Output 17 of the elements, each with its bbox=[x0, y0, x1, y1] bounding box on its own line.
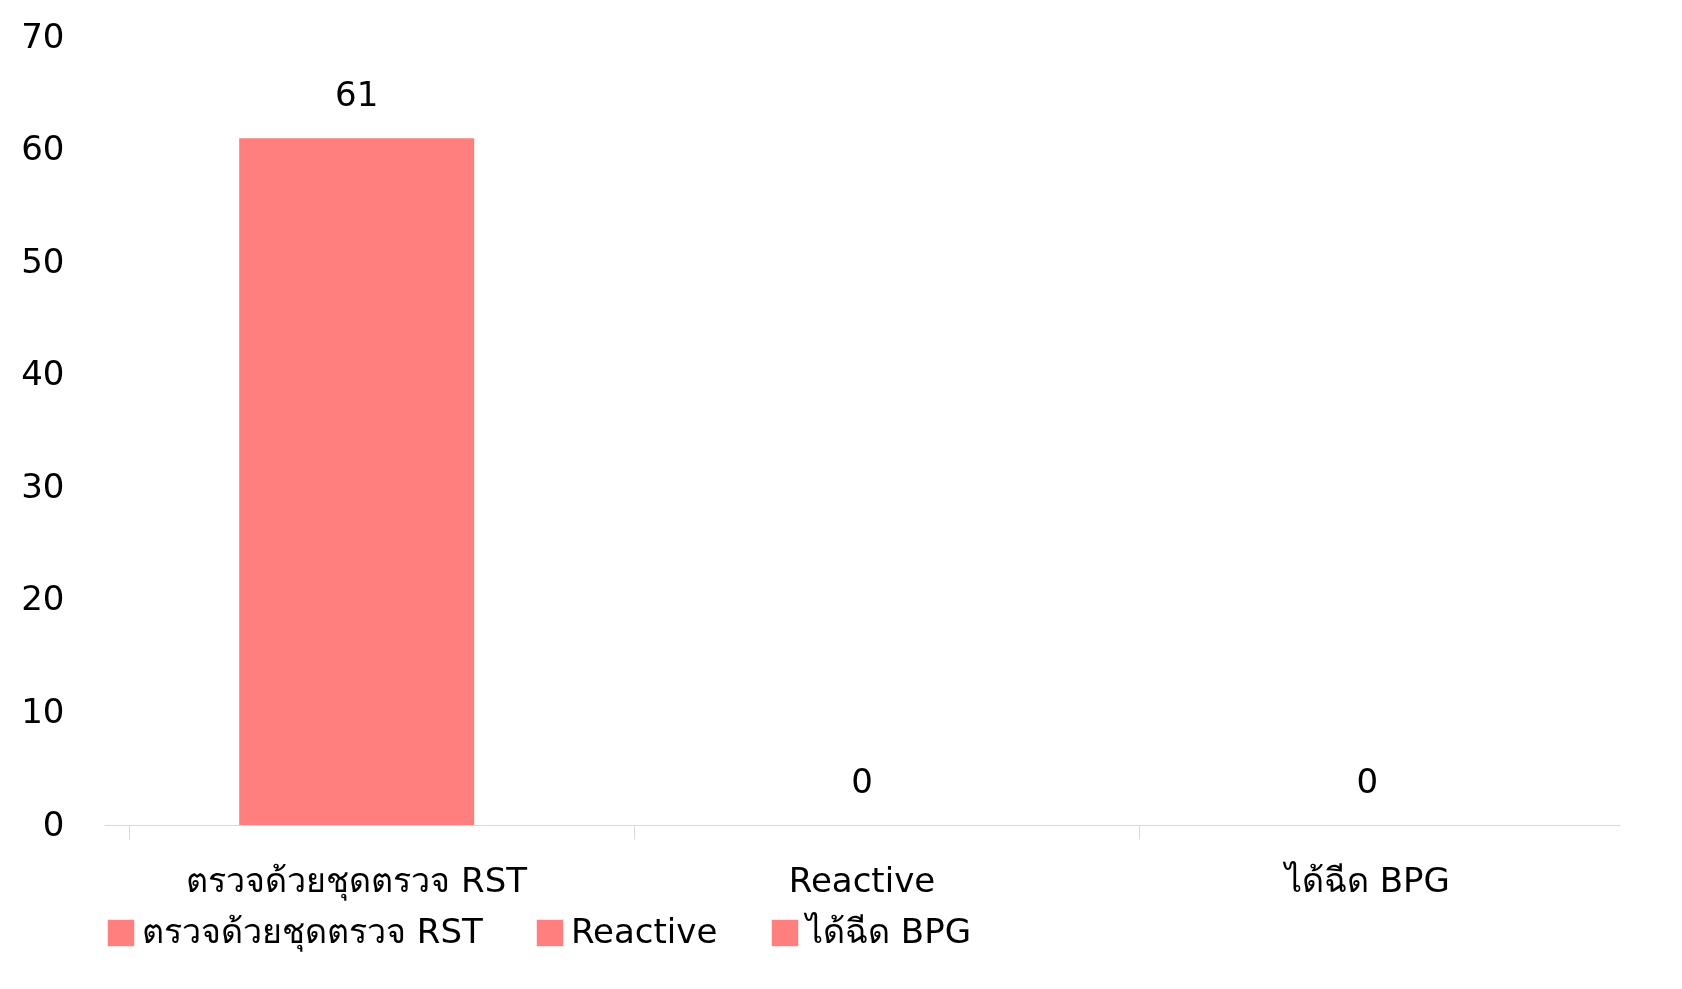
y-tick-label: 30 bbox=[21, 465, 65, 506]
y-tick-label: 10 bbox=[21, 690, 65, 731]
legend-label: ตรวจด้วยชุดตรวจ RST bbox=[142, 911, 484, 952]
y-tick-label: 60 bbox=[21, 128, 65, 169]
legend-label: Reactive bbox=[571, 911, 718, 951]
legend-label: ได้ฉีด BPG bbox=[803, 911, 971, 951]
x-tick-label: ตรวจด้วยชุดตรวจ RST bbox=[186, 859, 528, 901]
y-tick-label: 20 bbox=[21, 578, 65, 619]
data-label: 0 bbox=[1356, 761, 1379, 801]
data-label: 61 bbox=[335, 74, 379, 115]
x-tick-label: Reactive bbox=[788, 859, 936, 900]
y-tick-label: 0 bbox=[42, 803, 65, 844]
y-tick-label: 50 bbox=[21, 240, 65, 281]
y-tick-label: 40 bbox=[21, 353, 65, 394]
data-label: 0 bbox=[851, 761, 873, 801]
x-tick-label: ได้ฉีด BPG bbox=[1281, 859, 1450, 900]
y-tick-label: 70 bbox=[21, 15, 65, 56]
